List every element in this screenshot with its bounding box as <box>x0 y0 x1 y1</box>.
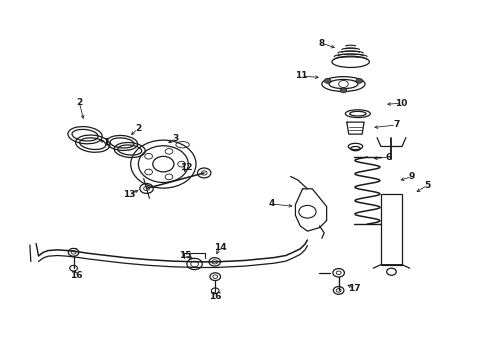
Text: 3: 3 <box>172 134 178 143</box>
Circle shape <box>340 88 347 93</box>
Circle shape <box>356 78 363 83</box>
Text: 13: 13 <box>122 190 135 199</box>
Text: 16: 16 <box>209 292 221 301</box>
Text: 9: 9 <box>409 172 416 181</box>
Text: 6: 6 <box>386 153 392 162</box>
Text: 7: 7 <box>393 121 399 130</box>
Text: 15: 15 <box>179 251 191 260</box>
Text: 2: 2 <box>76 98 82 107</box>
Text: 1: 1 <box>102 139 109 148</box>
Text: 4: 4 <box>268 199 274 208</box>
Text: 12: 12 <box>180 163 193 172</box>
Text: 8: 8 <box>318 39 325 48</box>
Text: 5: 5 <box>424 181 431 190</box>
Text: 17: 17 <box>348 284 361 293</box>
Text: 14: 14 <box>214 243 226 252</box>
Bar <box>381 194 402 265</box>
Text: 2: 2 <box>135 124 141 133</box>
Text: 11: 11 <box>295 71 308 80</box>
Circle shape <box>324 78 331 83</box>
Text: 10: 10 <box>395 99 407 108</box>
Text: 16: 16 <box>70 271 82 280</box>
